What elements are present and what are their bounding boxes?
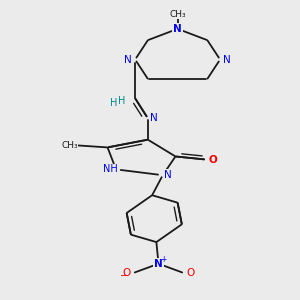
Text: H: H [110,98,118,108]
Text: O: O [122,268,131,278]
Text: N: N [173,24,182,34]
Text: N: N [124,55,132,64]
Text: N: N [150,113,158,123]
Text: NH: NH [103,164,118,174]
Text: N: N [154,259,163,269]
Text: CH₃: CH₃ [61,141,78,150]
Text: H: H [118,96,125,106]
Text: O: O [186,268,194,278]
Text: N: N [164,170,172,180]
Text: CH₃: CH₃ [169,10,186,19]
Text: N: N [223,55,231,64]
Text: O: O [208,155,217,165]
Text: +: + [160,255,167,264]
Text: −: − [121,271,129,281]
